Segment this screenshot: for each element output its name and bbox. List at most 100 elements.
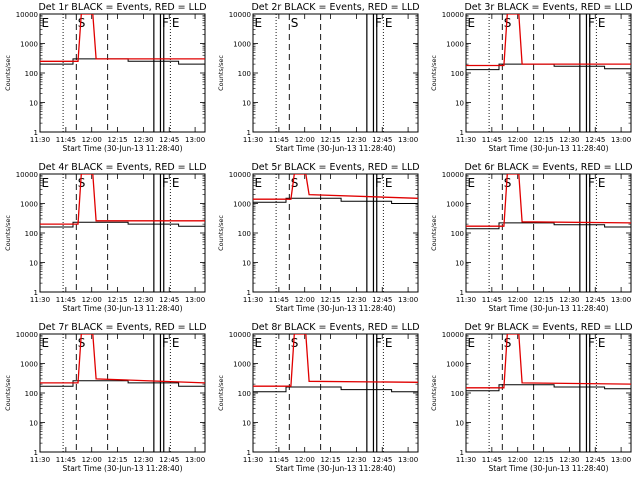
time-marker-label: E [255, 176, 263, 190]
y-tick-label: 1000 [446, 361, 464, 369]
x-tick-label: 13:00 [611, 136, 631, 144]
x-tick-label: 12:15 [533, 296, 553, 304]
y-axis-label: Counts/sec [430, 375, 438, 411]
y-tick-label: 1000 [446, 201, 464, 209]
y-tick-label: 1000 [20, 41, 38, 49]
y-tick-label: 100 [451, 230, 464, 238]
x-tick-label: 11:30 [30, 456, 50, 464]
x-tick-label: 12:15 [107, 296, 127, 304]
x-tick-label: 12:15 [320, 456, 340, 464]
y-tick-label: 10000 [442, 171, 464, 179]
panel-title: Det 4r BLACK = Events, RED = LLD [38, 162, 206, 173]
time-marker-label: F [588, 176, 595, 190]
x-tick-label: 13:00 [398, 136, 418, 144]
time-marker-label: F [375, 16, 382, 30]
y-tick-label: 1 [34, 129, 38, 137]
time-marker-label: F [162, 176, 169, 190]
plot-frame [39, 333, 206, 453]
y-tick-label: 10 [29, 260, 38, 268]
plot-frame [252, 173, 419, 293]
y-tick-label: 100 [451, 70, 464, 78]
x-axis-label: Start Time (30-Jun-13 11:28:40) [63, 144, 183, 153]
x-tick-label: 13:00 [185, 296, 205, 304]
y-tick-label: 1000 [233, 361, 251, 369]
time-marker-label: E [172, 16, 180, 30]
x-axis-label: Start Time (30-Jun-13 11:28:40) [276, 304, 396, 313]
y-tick-label: 1 [460, 129, 464, 137]
x-axis-label: Start Time (30-Jun-13 11:28:40) [276, 144, 396, 153]
y-tick-label: 1000 [20, 361, 38, 369]
x-tick-label: 13:00 [398, 296, 418, 304]
x-tick-label: 12:45 [159, 136, 179, 144]
panel-title: Det 7r BLACK = Events, RED = LLD [38, 322, 206, 333]
y-tick-label: 1 [247, 129, 251, 137]
x-tick-label: 12:45 [372, 296, 392, 304]
detector-panel-8: Det 8r BLACK = Events, RED = LLD 1 10 100 10… [217, 322, 420, 473]
y-tick-label: 1000 [20, 201, 38, 209]
lld-series-line [40, 334, 205, 384]
lld-series-line [466, 174, 631, 227]
y-tick-label: 1 [34, 289, 38, 297]
x-tick-label: 12:30 [346, 296, 366, 304]
y-tick-label: 100 [25, 70, 38, 78]
time-marker-label: F [375, 336, 382, 350]
x-tick-label: 12:15 [107, 136, 127, 144]
y-tick-label: 1 [460, 449, 464, 457]
y-tick-label: 1 [460, 289, 464, 297]
detector-panel-3: Det 3r BLACK = Events, RED = LLD 1 10 100 10… [430, 2, 633, 153]
y-tick-label: 10 [242, 420, 251, 428]
x-tick-label: 13:00 [185, 136, 205, 144]
time-marker-label: E [468, 16, 476, 30]
y-tick-label: 10000 [229, 11, 251, 19]
x-tick-label: 12:45 [585, 456, 605, 464]
events-series-line [40, 221, 205, 228]
y-tick-label: 100 [238, 230, 251, 238]
panel-title: Det 2r BLACK = Events, RED = LLD [251, 2, 419, 13]
y-tick-label: 100 [451, 390, 464, 398]
time-marker-label: F [162, 336, 169, 350]
y-axis-label: Counts/sec [217, 55, 225, 91]
time-marker-label: E [172, 336, 180, 350]
y-tick-label: 1000 [446, 41, 464, 49]
x-tick-label: 11:30 [456, 296, 476, 304]
y-tick-label: 10 [29, 420, 38, 428]
time-marker-label: F [375, 176, 382, 190]
y-tick-label: 10 [242, 100, 251, 108]
x-axis-label: Start Time (30-Jun-13 11:28:40) [276, 464, 396, 473]
x-tick-label: 12:45 [159, 456, 179, 464]
time-marker-label: S [504, 336, 512, 350]
lld-series-line [253, 334, 418, 387]
x-tick-label: 12:30 [133, 296, 153, 304]
lld-series-line [466, 14, 631, 67]
x-tick-label: 12:00 [295, 296, 315, 304]
y-tick-label: 10000 [442, 11, 464, 19]
y-tick-label: 100 [238, 390, 251, 398]
x-tick-label: 11:45 [56, 456, 76, 464]
lld-series-line [253, 174, 418, 200]
x-tick-label: 13:00 [611, 456, 631, 464]
x-axis-label: Start Time (30-Jun-13 11:28:40) [489, 304, 609, 313]
x-axis-label: Start Time (30-Jun-13 11:28:40) [63, 464, 183, 473]
time-marker-label: E [255, 16, 263, 30]
x-tick-label: 12:45 [372, 456, 392, 464]
x-tick-label: 12:45 [372, 136, 392, 144]
y-axis-label: Counts/sec [4, 375, 12, 411]
x-axis-label: Start Time (30-Jun-13 11:28:40) [63, 304, 183, 313]
x-tick-label: 12:00 [82, 296, 102, 304]
events-series-line [466, 384, 631, 392]
y-tick-label: 10 [242, 260, 251, 268]
x-tick-label: 11:30 [30, 296, 50, 304]
y-tick-label: 1 [247, 449, 251, 457]
y-tick-label: 1 [247, 289, 251, 297]
x-tick-label: 11:30 [30, 136, 50, 144]
y-tick-label: 1000 [233, 41, 251, 49]
x-tick-label: 11:30 [456, 456, 476, 464]
y-tick-label: 100 [238, 70, 251, 78]
detector-panel-2: Det 2r BLACK = Events, RED = LLD 1 10 100 10… [217, 2, 420, 153]
x-tick-label: 12:30 [346, 136, 366, 144]
detector-panel-5: Det 5r BLACK = Events, RED = LLD 1 10 100 10… [217, 162, 420, 313]
detector-panel-6: Det 6r BLACK = Events, RED = LLD 1 10 100 10… [430, 162, 633, 313]
y-tick-label: 10000 [442, 331, 464, 339]
time-marker-label: E [385, 16, 393, 30]
